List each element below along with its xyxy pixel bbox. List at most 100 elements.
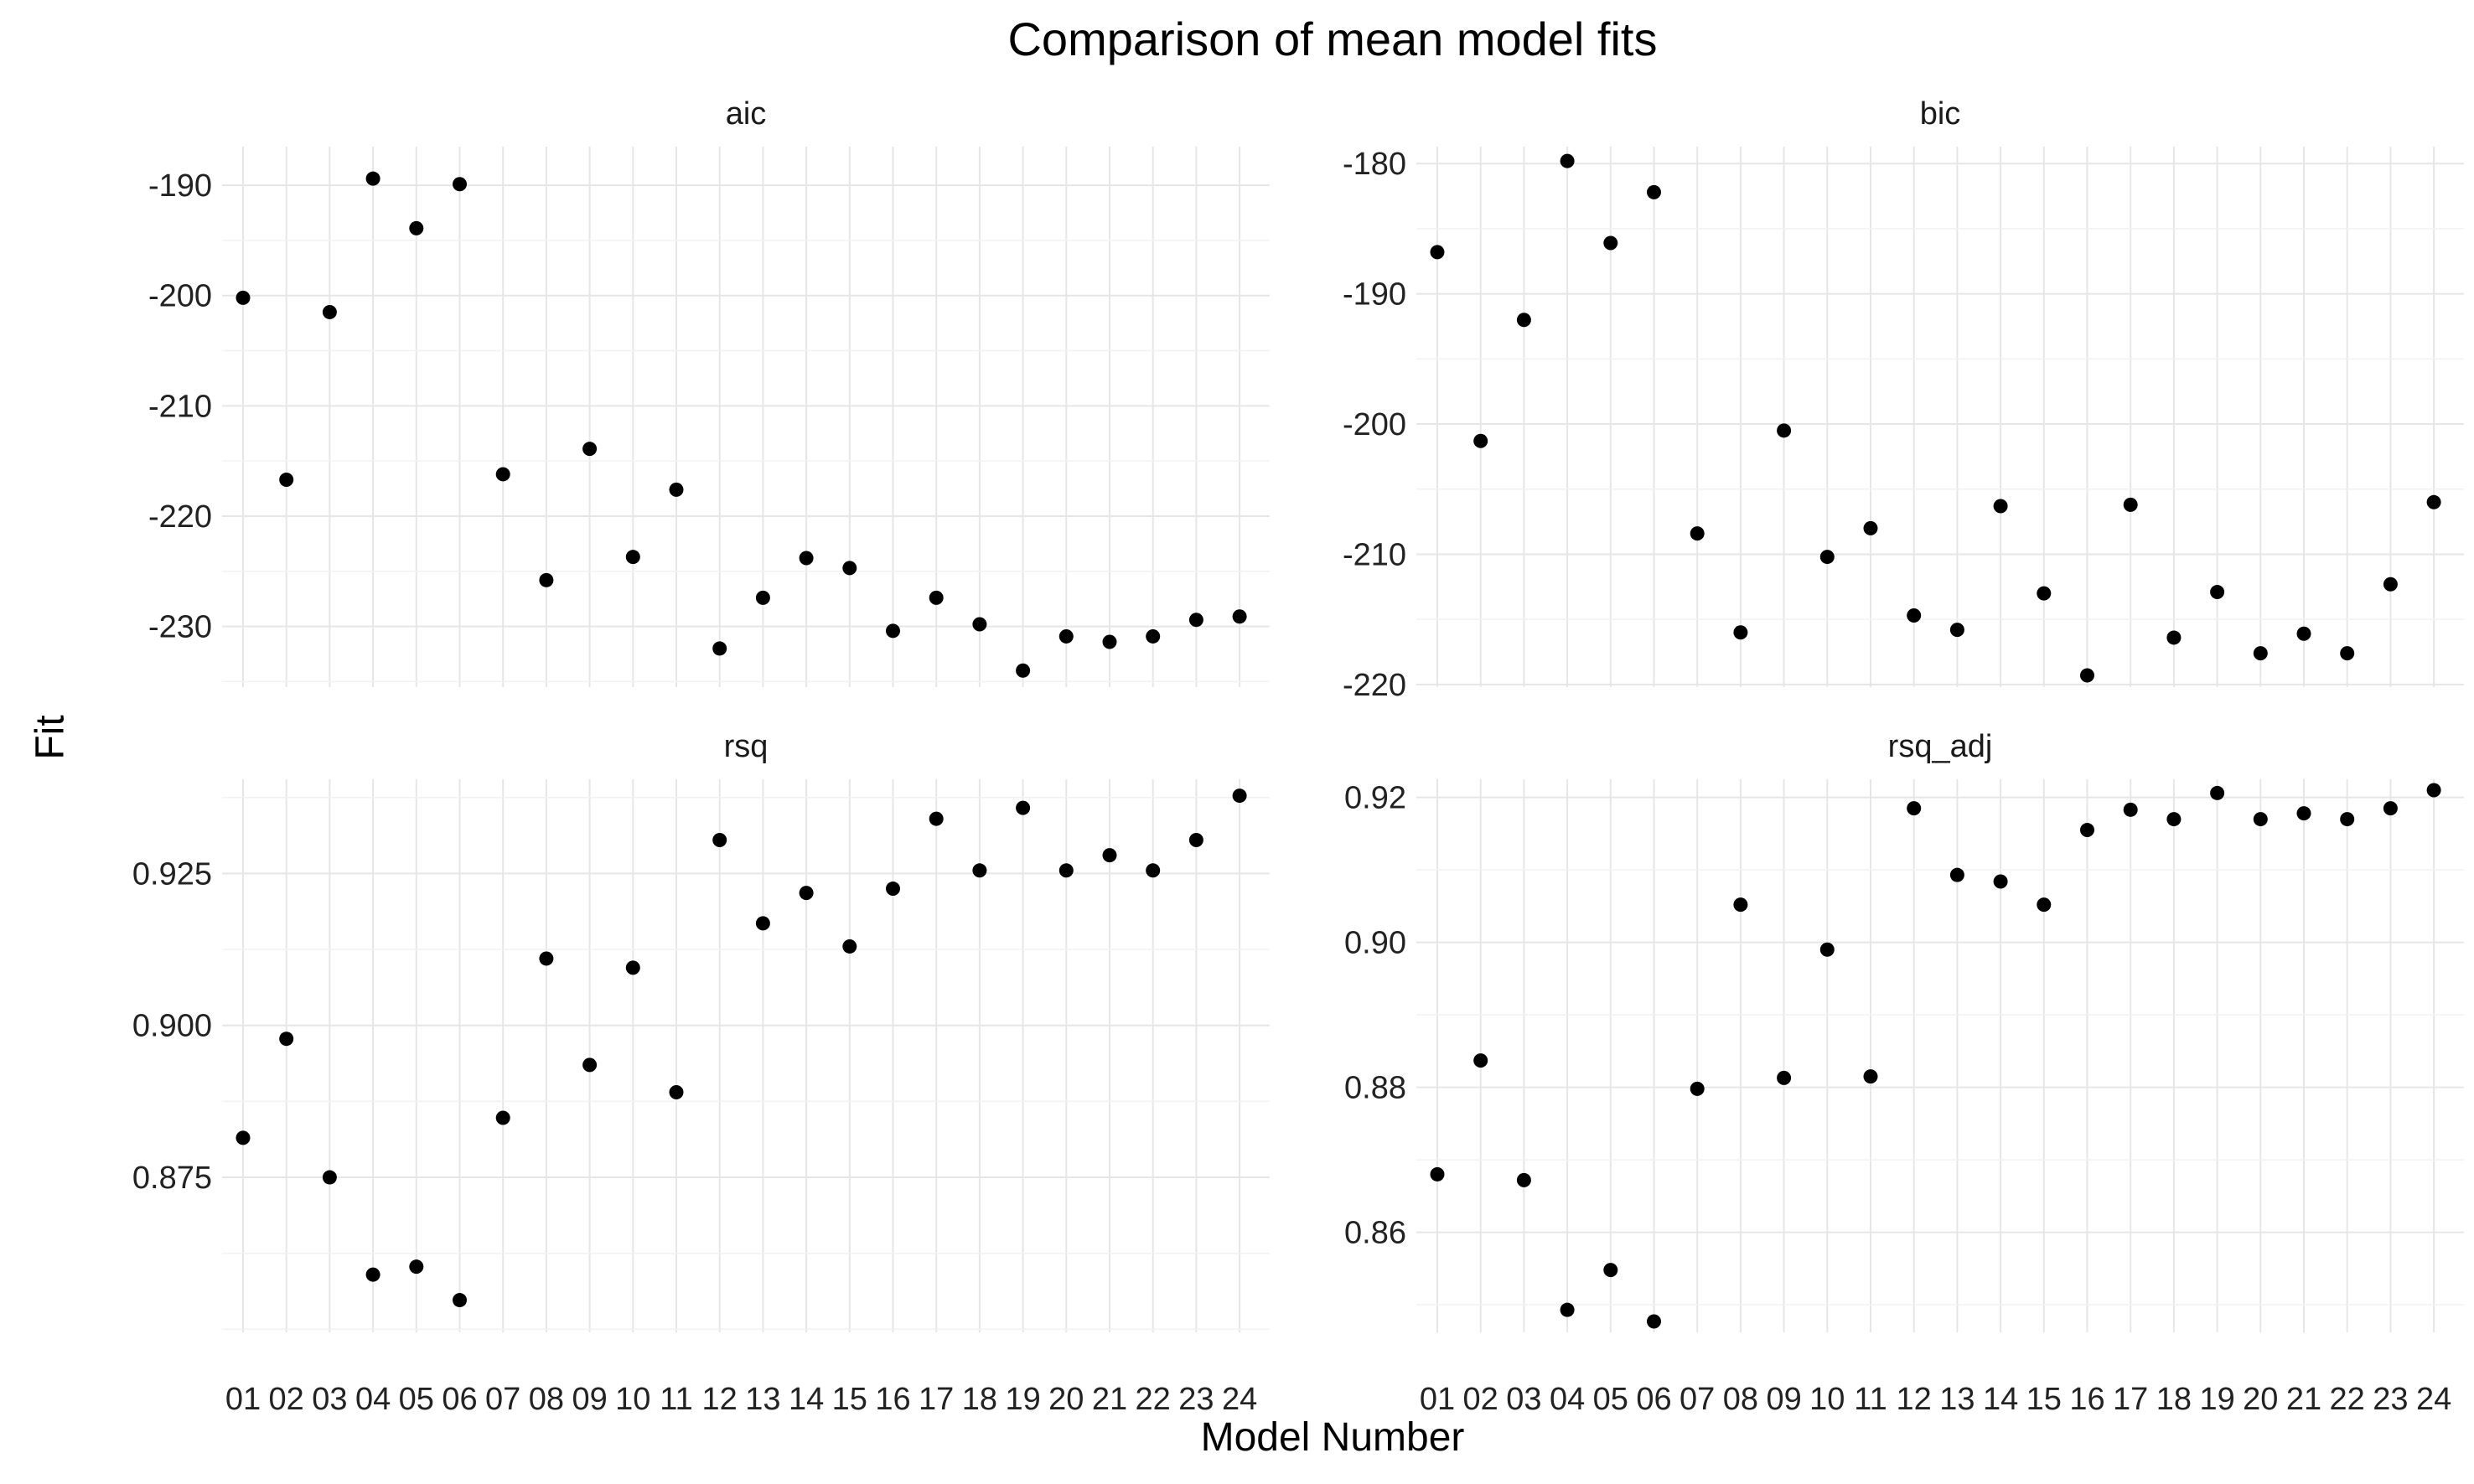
facet-panel-rsq: rsq 0.875 0.900 0.925 01 02 03 04 05 06 07 08 09 10 11… <box>132 729 1270 1417</box>
data-point <box>625 550 640 565</box>
data-point <box>1993 499 2008 514</box>
data-point <box>2296 806 2311 821</box>
data-point <box>1430 245 1445 260</box>
x-axis-label: Model Number <box>1200 1415 1465 1460</box>
x-tick-label: 08 <box>1723 1382 1758 1417</box>
data-point <box>1647 1314 1661 1329</box>
x-tick-label: 10 <box>1809 1382 1845 1417</box>
y-tick-label: -220 <box>148 499 212 535</box>
y-tick-label: 0.925 <box>132 856 212 892</box>
x-tick-label: 20 <box>1048 1382 1084 1417</box>
y-tick-label: 0.86 <box>1344 1216 1406 1251</box>
data-point <box>2426 783 2441 798</box>
x-tick-label: 07 <box>1680 1382 1715 1417</box>
data-point <box>2253 812 2268 827</box>
data-point <box>1603 1263 1618 1278</box>
data-point <box>1733 625 1748 640</box>
x-tick-label: 01 <box>1420 1382 1455 1417</box>
data-point <box>1188 833 1203 848</box>
data-point <box>625 960 640 975</box>
y-tick-label: 0.90 <box>1344 926 1406 961</box>
data-point <box>2166 812 2182 827</box>
data-point <box>2166 630 2182 645</box>
data-point <box>1473 433 1488 448</box>
data-point <box>539 572 554 587</box>
data-point <box>453 1293 467 1308</box>
data-point <box>2123 802 2138 817</box>
facet-strip-label: rsq_adj <box>1888 729 1993 764</box>
data-point <box>1863 1069 1878 1084</box>
data-point <box>2296 626 2311 641</box>
x-tick-label: 06 <box>442 1382 477 1417</box>
facet-strip-label: bic <box>1920 96 1961 132</box>
data-point <box>1146 863 1161 878</box>
data-point <box>799 886 814 901</box>
data-point <box>929 811 944 826</box>
data-point <box>1819 942 1835 957</box>
y-tick-label: -210 <box>148 389 212 424</box>
data-point <box>1232 789 1247 804</box>
y-tick-label: -200 <box>148 279 212 314</box>
y-tick-label: 0.875 <box>132 1161 212 1196</box>
x-tick-label: 13 <box>1939 1382 1975 1417</box>
data-point <box>1733 897 1748 913</box>
x-tick-label: 22 <box>2330 1382 2365 1417</box>
x-tick-label: 11 <box>1854 1382 1887 1417</box>
x-tick-label: 12 <box>1897 1382 1932 1417</box>
data-point <box>279 1032 294 1047</box>
x-tick-label: 02 <box>1463 1382 1498 1417</box>
data-point <box>322 304 337 319</box>
data-point <box>2340 812 2355 827</box>
data-point <box>1473 1053 1488 1068</box>
x-tick-label: 08 <box>529 1382 564 1417</box>
x-tick-label: 09 <box>572 1382 607 1417</box>
data-point <box>669 1085 684 1100</box>
x-tick-label: 15 <box>2026 1382 2062 1417</box>
y-tick-label: -210 <box>1343 537 1406 572</box>
x-tick-label: 21 <box>2286 1382 2321 1417</box>
x-tick-label: 24 <box>1222 1382 1257 1417</box>
data-point <box>712 833 727 848</box>
y-tick-label: -180 <box>1343 147 1406 182</box>
data-point <box>972 617 987 632</box>
x-tick-label: 04 <box>355 1382 391 1417</box>
data-point <box>2426 494 2441 509</box>
data-point <box>1560 153 1575 168</box>
data-point <box>755 590 770 605</box>
data-point <box>1102 848 1117 863</box>
data-point <box>1232 609 1247 624</box>
y-tick-label: 0.900 <box>132 1009 212 1044</box>
x-tick-label: 17 <box>919 1382 954 1417</box>
data-point <box>1777 423 1792 438</box>
data-point <box>1907 801 1922 816</box>
data-point <box>2383 577 2398 592</box>
data-point <box>235 1130 251 1145</box>
data-point <box>235 290 251 305</box>
data-point <box>2383 801 2398 816</box>
x-tick-label: 11 <box>660 1382 692 1417</box>
y-tick-label: 0.88 <box>1344 1071 1406 1106</box>
data-point <box>1188 613 1203 628</box>
x-tick-label: 14 <box>789 1382 824 1417</box>
x-tick-label: 13 <box>745 1382 780 1417</box>
x-tick-label: 09 <box>1766 1382 1801 1417</box>
data-point <box>886 882 900 897</box>
data-point <box>365 171 380 186</box>
x-tick-label: 21 <box>1092 1382 1127 1417</box>
data-point <box>1560 1302 1575 1317</box>
data-point <box>409 1259 424 1275</box>
facet-strip-label: aic <box>726 96 767 132</box>
x-tick-label: 24 <box>2416 1382 2451 1417</box>
data-point <box>1516 1172 1531 1187</box>
data-point <box>2080 668 2094 683</box>
x-tick-label: 04 <box>1550 1382 1585 1417</box>
data-point <box>495 1110 510 1125</box>
chart-title: Comparison of mean model fits <box>1007 13 1658 65</box>
x-tick-label: 12 <box>702 1382 738 1417</box>
x-tick-label: 19 <box>1005 1382 1040 1417</box>
y-tick-label: -190 <box>1343 277 1406 313</box>
x-tick-label: 14 <box>1983 1382 2018 1417</box>
data-point <box>582 1057 598 1073</box>
data-point <box>1058 628 1074 644</box>
y-tick-label: -230 <box>148 610 212 645</box>
